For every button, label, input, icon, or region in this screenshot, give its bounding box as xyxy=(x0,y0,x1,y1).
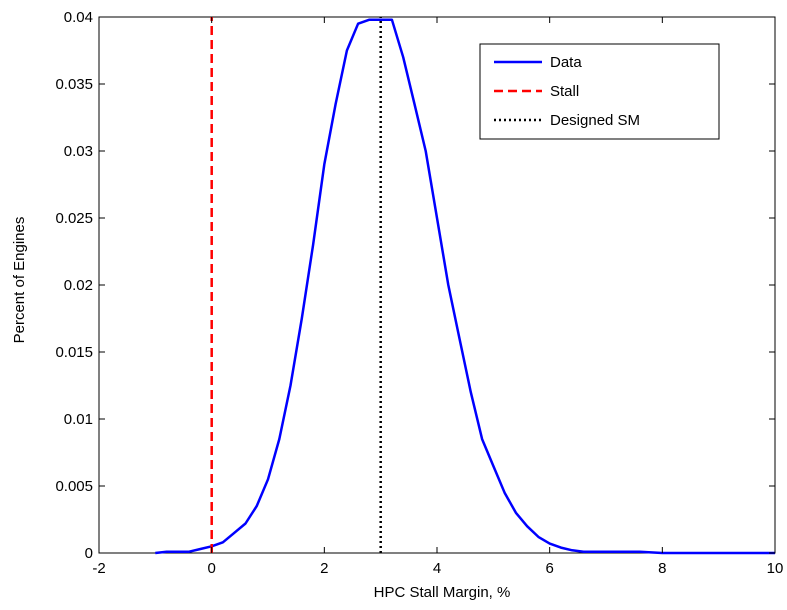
legend-box xyxy=(479,43,720,140)
y-tick-label-7: 0.035 xyxy=(55,76,93,93)
x-tick-label-3: 4 xyxy=(433,560,441,577)
x-tick-label-6: 10 xyxy=(767,560,784,577)
y-axis-label: Percent of Engines xyxy=(11,217,28,344)
legend-label-1: Stall xyxy=(550,83,579,100)
y-tick-label-2: 0.01 xyxy=(64,411,93,428)
y-tick-label-0: 0 xyxy=(85,545,93,562)
y-tick-label-5: 0.025 xyxy=(55,210,93,227)
x-tick-label-0: -2 xyxy=(92,560,105,577)
x-axis-label: HPC Stall Margin, % xyxy=(374,584,511,601)
ticks-layer: -2 0 2 4 6 8 1000.0050.010.0150.020.0250.030.0… xyxy=(55,9,783,577)
y-tick-label-8: 0.04 xyxy=(64,9,93,26)
series-line-0 xyxy=(155,18,775,555)
x-tick-label-1: 0 xyxy=(207,560,215,577)
x-tick-label-4: 6 xyxy=(545,560,553,577)
y-tick-label-3: 0.015 xyxy=(55,344,93,361)
series-layer xyxy=(155,17,775,555)
x-tick-label-5: 8 xyxy=(658,560,666,577)
y-tick-label-4: 0.02 xyxy=(64,277,93,294)
x-tick-label-2: 2 xyxy=(320,560,328,577)
y-tick-label-6: 0.03 xyxy=(64,143,93,160)
y-tick-label-1: 0.005 xyxy=(55,478,93,495)
legend-label-0: Data xyxy=(550,54,582,71)
legend-label-2: Designed SM xyxy=(550,112,640,129)
legend: Data Stall Designed SM xyxy=(479,43,720,140)
